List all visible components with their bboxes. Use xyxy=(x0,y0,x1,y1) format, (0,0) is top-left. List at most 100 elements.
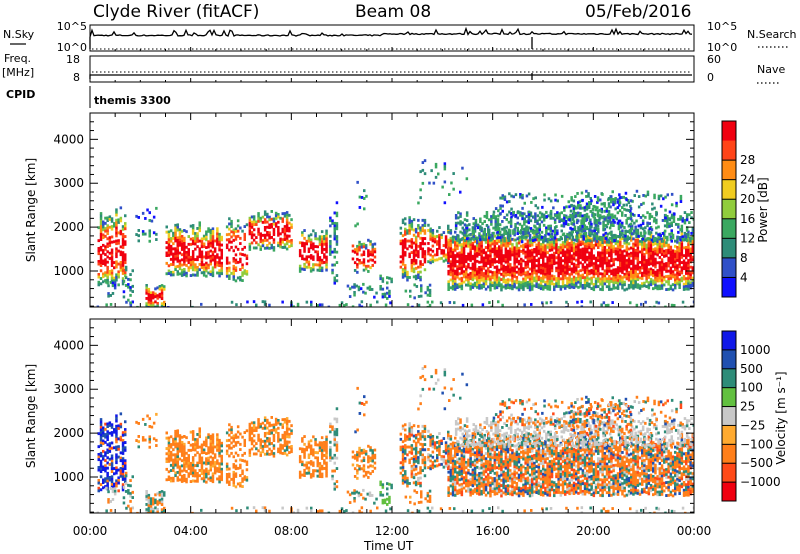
power-cell xyxy=(369,258,372,262)
power-cell xyxy=(677,223,680,226)
power-cell xyxy=(104,245,107,249)
power-cell xyxy=(504,239,508,243)
power-cell xyxy=(137,239,140,243)
power-cell xyxy=(525,220,528,224)
power-cell xyxy=(689,255,692,259)
power-cell xyxy=(507,228,511,232)
power-cell xyxy=(641,253,644,257)
power-cell xyxy=(630,224,634,228)
power-cell xyxy=(250,215,254,219)
power-cell xyxy=(590,199,593,203)
velocity-cell xyxy=(183,461,186,464)
power-cell xyxy=(211,240,215,244)
power-cell xyxy=(625,208,628,212)
power-cell xyxy=(555,282,558,286)
power-cell xyxy=(211,269,215,272)
power-cell xyxy=(614,270,618,274)
power-cell xyxy=(629,204,632,208)
power-cell xyxy=(373,255,377,259)
power-cell xyxy=(451,284,455,288)
velocity-cell xyxy=(121,449,125,453)
power-cell xyxy=(685,228,689,232)
power-cell xyxy=(608,236,612,240)
power-cell xyxy=(413,296,416,300)
power-cell xyxy=(465,242,468,245)
power-cell xyxy=(511,274,514,278)
power-cell xyxy=(590,276,593,280)
power-cell xyxy=(427,223,430,227)
power-cell xyxy=(585,225,589,229)
power-cell xyxy=(688,213,691,217)
power-cell xyxy=(580,305,584,307)
power-cell xyxy=(421,255,424,259)
power-cell xyxy=(309,243,313,247)
power-cell xyxy=(465,257,468,261)
velocity-cell xyxy=(97,466,100,469)
power-cell xyxy=(285,247,289,251)
power-cell xyxy=(648,212,652,216)
power-cell xyxy=(583,250,587,254)
power-cell xyxy=(263,228,267,232)
velocity-cell xyxy=(167,478,171,481)
power-cell xyxy=(169,263,173,266)
power-cell xyxy=(129,286,132,289)
power-cell xyxy=(232,249,235,253)
power-cell xyxy=(652,274,655,278)
power-cell xyxy=(252,223,256,226)
velocity-cell xyxy=(178,442,182,445)
power-cell xyxy=(178,262,182,265)
power-cell xyxy=(557,259,560,262)
power-cell xyxy=(503,236,506,240)
power-cell xyxy=(603,204,606,208)
power-cell xyxy=(307,255,311,259)
power-cell xyxy=(546,243,549,247)
power-cell xyxy=(459,222,462,226)
power-cell xyxy=(325,242,328,246)
velocity-cell xyxy=(169,450,173,454)
velocity-cell xyxy=(180,443,184,447)
power-cell xyxy=(225,243,229,247)
power-cell xyxy=(196,240,199,243)
power-cell xyxy=(191,229,195,233)
power-cell xyxy=(652,261,655,265)
power-cell xyxy=(674,239,677,243)
power-cell xyxy=(669,269,673,272)
power-cell xyxy=(404,253,407,257)
power-cell xyxy=(665,262,668,265)
power-cell xyxy=(513,249,516,252)
velocity-cell xyxy=(191,458,195,462)
power-cell xyxy=(499,196,502,200)
power-cell xyxy=(687,240,690,244)
velocity-cell xyxy=(200,451,204,455)
velocity-cell xyxy=(115,432,118,436)
power-cell xyxy=(399,231,403,235)
velocity-cell xyxy=(99,444,103,447)
velocity-cell xyxy=(174,442,177,446)
power-cell xyxy=(307,260,311,264)
velocity-cell xyxy=(180,446,184,450)
power-cell xyxy=(257,212,260,215)
power-cell xyxy=(333,229,336,233)
power-cell xyxy=(685,279,688,283)
power-cell xyxy=(678,252,681,256)
power-cell xyxy=(433,235,437,239)
power-cell xyxy=(641,271,644,275)
power-cell xyxy=(685,218,689,222)
power-cell xyxy=(577,219,580,223)
velocity-cell xyxy=(121,441,125,445)
power-cell xyxy=(241,279,244,282)
power-cell xyxy=(465,275,468,279)
power-cell xyxy=(178,251,182,255)
power-cell xyxy=(509,225,513,228)
power-cell xyxy=(454,287,457,291)
power-cell xyxy=(674,255,677,259)
power-cell xyxy=(572,286,576,289)
velocity-cell xyxy=(110,441,114,445)
power-cell xyxy=(664,216,667,220)
power-cell xyxy=(489,265,492,268)
power-cell xyxy=(689,273,692,277)
power-cell xyxy=(117,273,120,276)
power-cell xyxy=(616,268,620,272)
power-cell xyxy=(489,257,492,261)
power-cell xyxy=(641,266,644,270)
